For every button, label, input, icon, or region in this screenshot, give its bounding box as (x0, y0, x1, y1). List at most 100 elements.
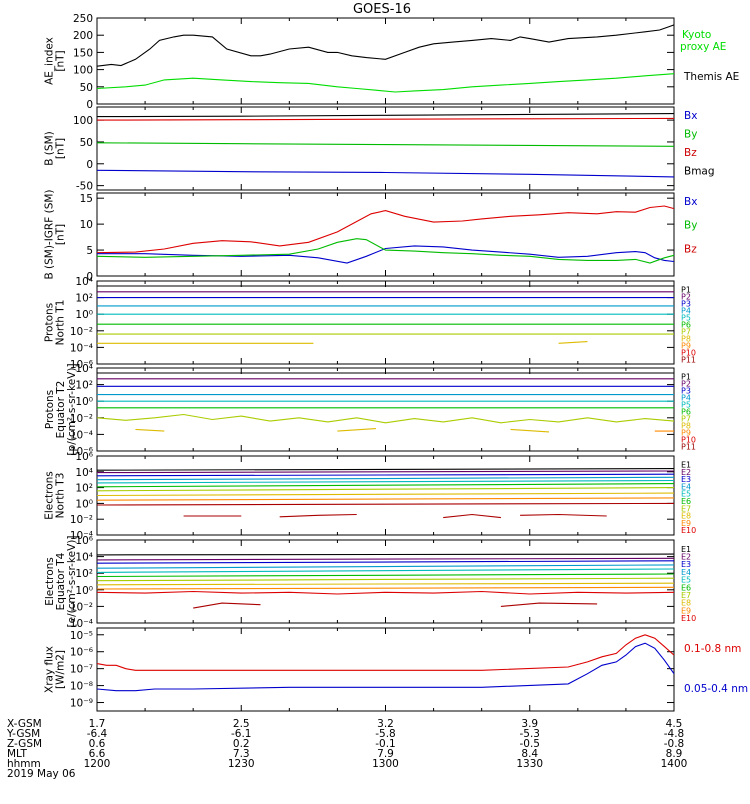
ytick-label-xray: 10⁻⁹ (70, 698, 93, 710)
ytick-label-e_equator: 10⁰ (75, 585, 93, 597)
ylabel-e_north: North T3 (55, 473, 67, 519)
ephemeris-value-Z-GSM: 0.6 (89, 738, 106, 750)
ephemeris-value-Y-GSM: -4.8 (664, 728, 685, 740)
ylabel-e_equator: [e/(cm²-s-sr-keV)] (66, 536, 78, 628)
ylabel-ae: [nT] (55, 50, 67, 71)
legend-p_equator: P6 (681, 407, 691, 416)
ytick-label-xray: 10⁻⁸ (70, 681, 93, 693)
series-bdiff-By (96, 238, 675, 264)
series-bsm-Bmag (96, 113, 675, 118)
series-p_equator-P8c (510, 428, 550, 433)
legend-p_equator: P1 (681, 372, 691, 381)
ylabel-p_north: North T1 (55, 300, 67, 346)
ephemeris-value-hhmm: 1300 (372, 758, 399, 770)
series-bdiff-Bx (97, 245, 675, 264)
ephemeris-value-MLT: 8.9 (666, 748, 683, 760)
ephemeris-value-Y-GSM: -5.3 (520, 728, 541, 740)
ephemeris-value-Y-GSM: -5.8 (375, 728, 396, 740)
ytick-label-ae: 250 (73, 13, 93, 25)
ytick-label-p_equator: 10⁻⁴ (70, 429, 93, 441)
legend-e_equator: E5 (681, 576, 691, 585)
panel-frame-p_north (96, 280, 675, 365)
ytick-label-xray: 10⁻⁷ (70, 664, 93, 676)
legend-bsm: Bx (684, 110, 697, 122)
series-e_equator-E2 (96, 557, 675, 561)
ytick-label-bsm: 100 (73, 115, 93, 127)
ytick-label-p_north: 10⁻⁶ (70, 359, 93, 371)
ytick-label-e_equator: 10⁻⁴ (70, 618, 93, 630)
series-bdiff-Bz (96, 205, 675, 254)
legend-e_north: E3 (681, 475, 691, 484)
legend-e_north: E6 (681, 497, 691, 506)
series-e_north-E10 (96, 502, 675, 506)
legend-p_equator: P5 (681, 400, 691, 409)
ytick-label-p_equator: 10⁻⁶ (70, 446, 93, 458)
ephemeris-value-X-GSM: 3.9 (521, 718, 538, 730)
ephemeris-value-X-GSM: 4.5 (666, 718, 683, 730)
ylabel-p_equator: Equator T2 (55, 381, 67, 439)
legend-e_equator: E7 (681, 591, 691, 600)
series-e_equator-E10 (96, 590, 675, 595)
ylabel-bdiff: B (SM)-IGRF (SM) (44, 189, 56, 279)
legend-p_equator: P3 (681, 386, 691, 395)
series-p_equator-P8 (135, 428, 165, 432)
legend-e_equator: E3 (681, 560, 691, 569)
series-p_equator-P8b (337, 428, 376, 432)
series-e_north-E10d (520, 513, 607, 517)
ytick-label-e_north: 10² (75, 483, 93, 495)
ytick-label-p_north: 10⁻² (70, 326, 93, 338)
series-e_equator-E5 (96, 568, 675, 573)
legend-e_equator: E9 (681, 606, 691, 615)
chart-title: GOES-16 (353, 2, 411, 17)
ytick-label-xray: 10⁻⁶ (70, 647, 93, 659)
legend-e_north: E2 (681, 468, 691, 477)
legend-p_equator: P9 (681, 428, 691, 437)
panel-frame-e_equator (96, 539, 675, 624)
ytick-label-bdiff: 5 (86, 245, 93, 257)
panel-frame-xray (96, 627, 675, 712)
legend-bdiff: Bz (684, 243, 697, 255)
legend-bsm: Bmag (684, 165, 715, 177)
legend-p_north: P11 (681, 355, 696, 364)
ephemeris-value-X-GSM: 1.7 (89, 718, 106, 730)
ephemeris-value-MLT: 7.3 (233, 748, 250, 760)
ephemeris-value-hhmm: 1330 (516, 758, 543, 770)
ytick-label-p_equator: 10² (75, 380, 93, 392)
ytick-label-p_north: 10⁻⁴ (70, 342, 93, 354)
legend-p_equator: P8 (681, 421, 691, 430)
legend-p_equator: P11 (681, 442, 696, 451)
ytick-label-bdiff: 0 (86, 271, 93, 283)
ephemeris-value-hhmm: 1200 (84, 758, 111, 770)
legend-bsm: By (684, 128, 697, 140)
ephemeris-value-Y-GSM: -6.4 (87, 728, 108, 740)
ylabel-bdiff: [nT] (55, 224, 67, 245)
ephemeris-value-X-GSM: 2.5 (233, 718, 250, 730)
panel-frame-bdiff (96, 192, 675, 277)
legend-e_north: E4 (681, 482, 691, 491)
ephemeris-row-label: Z-GSM (7, 738, 42, 750)
series-p_equator-P7 (96, 413, 675, 424)
ylabel-p_north: Protons (44, 303, 56, 342)
ytick-label-ae: 150 (73, 47, 93, 59)
ytick-label-e_equator: 10⁶ (75, 535, 93, 547)
legend-e_north: E7 (681, 504, 691, 513)
ephemeris-value-hhmm: 1400 (661, 758, 688, 770)
legend-e_equator: E2 (681, 552, 691, 561)
legend-ae-kyoto: Kyoto (682, 29, 711, 41)
ytick-label-p_north: 10⁴ (75, 276, 93, 288)
series-e_equator-E7 (96, 577, 675, 582)
ylabel-ae: AE_index (44, 37, 56, 85)
series-e_north-E8 (96, 492, 675, 497)
ytick-label-p_equator: 10⁰ (75, 396, 93, 408)
legend-e_north: E9 (681, 519, 691, 528)
ylabel-e_equator: Equator T4 (55, 552, 67, 610)
legend-e_equator: E6 (681, 583, 691, 592)
ytick-label-bsm: 0 (86, 159, 93, 171)
legend-p_north: P10 (681, 348, 696, 357)
legend-p_north: P3 (681, 299, 691, 308)
series-e_equator-E9 (96, 586, 675, 590)
ytick-label-e_north: 10⁶ (75, 451, 93, 463)
legend-e_equator: E10 (681, 614, 696, 623)
ephemeris-value-X-GSM: 3.2 (377, 718, 394, 730)
